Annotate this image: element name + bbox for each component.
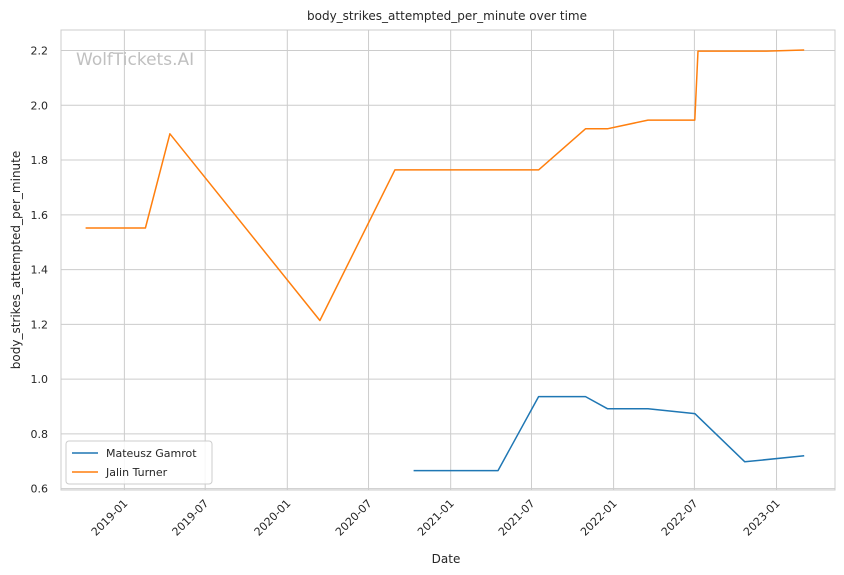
watermark-text: WolfTickets.AI (76, 50, 194, 70)
plot-frame (60, 29, 836, 491)
y-tick-label: 1.4 (31, 264, 49, 277)
y-tick-label: 0.8 (31, 428, 49, 441)
y-tick-label: 2.2 (31, 45, 49, 58)
series-line-mateusz-gamrot (413, 395, 805, 472)
chart-title: body_strikes_attempted_per_minute over t… (307, 9, 587, 23)
legend: Mateusz Gamrot Jalin Turner (65, 440, 213, 485)
y-tick-label: 1.8 (31, 154, 49, 167)
y-tick-label: 2.0 (31, 99, 49, 112)
legend-label-jalin-turner: Jalin Turner (105, 466, 168, 479)
y-tick-label: 1.0 (31, 373, 49, 386)
y-axis-title: body_strikes_attempted_per_minute (9, 151, 23, 369)
y-tick-label: 0.6 (31, 483, 49, 496)
y-tick-label: 1.2 (31, 318, 49, 331)
legend-label-mateusz-gamrot: Mateusz Gamrot (106, 447, 197, 460)
series-line-jalin-turner (85, 49, 805, 322)
series-lines (85, 49, 805, 472)
x-axis-title: Date (432, 552, 461, 566)
grid-lines (61, 30, 835, 490)
legend-box (65, 440, 213, 485)
y-tick-label: 1.6 (31, 209, 49, 222)
